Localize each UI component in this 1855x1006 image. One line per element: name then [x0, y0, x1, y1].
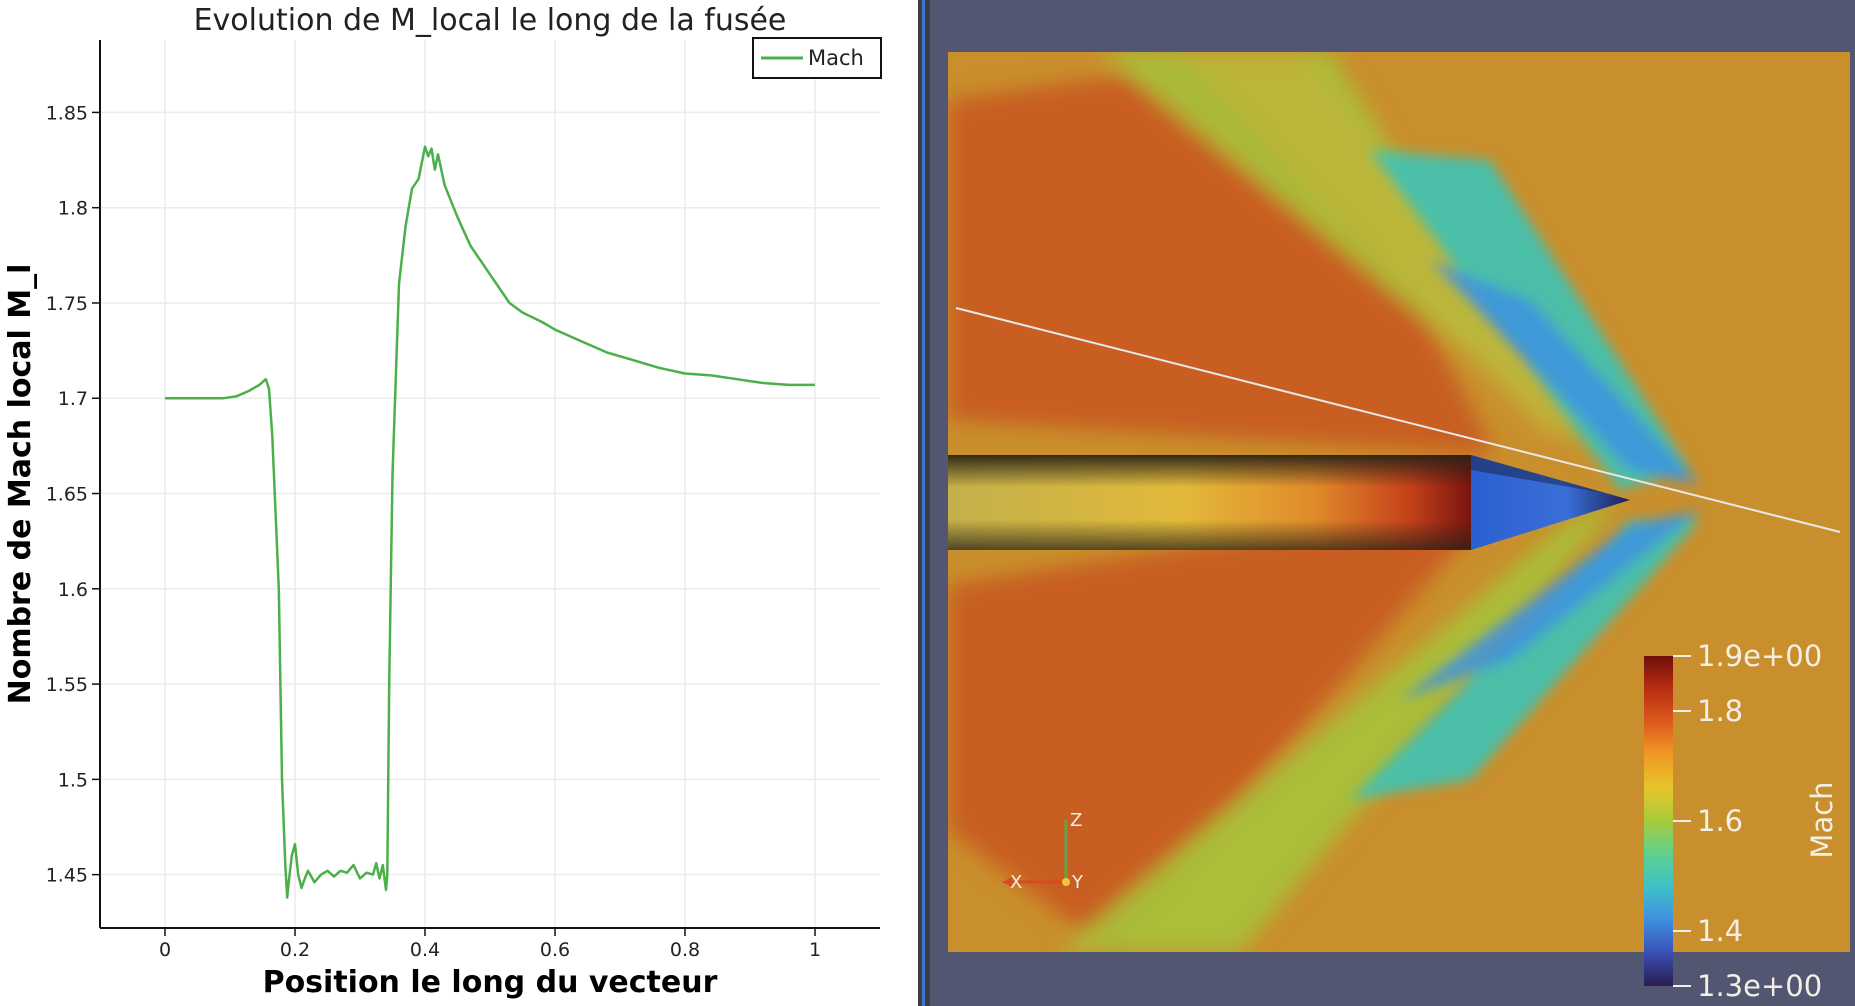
expansion-region-lower: [948, 498, 1500, 952]
mach-field-render[interactable]: Z X Y 1.9e+00 1.8 1.6 1.4 1.3e+00 Mach: [930, 0, 1855, 1006]
expansion-region-upper: [948, 52, 1495, 455]
sample-line-probe[interactable]: [955, 307, 1841, 533]
line-chart-panel: 0 0.2 0.4 0.6 0.8 1 1.45 1.5 1.55 1.6 1.65 1.7 1.75…: [0, 0, 918, 1006]
y-tick-label: 1.55: [46, 674, 88, 696]
legend-label: Mach: [808, 46, 864, 70]
x-tick-label: 0.6: [540, 939, 570, 961]
y-tick-label: 1.5: [58, 769, 88, 791]
colorbar-gradient-bar: [1644, 656, 1673, 986]
shock-wave-lower: [1350, 520, 1700, 800]
flow-field: [940, 52, 1850, 952]
x-tick-label: 0.2: [280, 939, 310, 961]
line-chart: 0 0.2 0.4 0.6 0.8 1 1.45 1.5 1.55 1.6 1.65 1.7 1.75…: [3, 3, 882, 1000]
y-tick-label: 1.8: [58, 198, 88, 220]
y-axis-title: Nombre de Mach local M_l: [3, 264, 38, 705]
series-line-mach: [165, 145, 815, 899]
color-legend: 1.9e+00 1.8 1.6 1.4 1.3e+00 Mach: [1644, 639, 1839, 1003]
y-tick-label: 1.75: [46, 293, 88, 315]
x-tick-label: 0.4: [410, 939, 440, 961]
z-axis-label: Z: [1070, 810, 1082, 831]
render-view[interactable]: Z X Y 1.9e+00 1.8 1.6 1.4 1.3e+00 Mach: [930, 0, 1855, 1006]
colorbar-tick-label: 1.8: [1697, 694, 1743, 728]
y-tick-label: 1.6: [58, 579, 88, 601]
y-tick-label: 1.7: [58, 388, 88, 410]
y-tick-label: 1.65: [46, 484, 88, 506]
colorbar-tick-label: 1.3e+00: [1697, 969, 1822, 1003]
chart-legend: Mach: [752, 37, 882, 79]
plot-area: [100, 40, 880, 928]
chart-title: Evolution de M_local le long de la fusée: [194, 3, 787, 38]
y-axis-label: Y: [1071, 872, 1084, 893]
rocket-base: [940, 455, 948, 550]
y-tick-label: 1.85: [46, 102, 88, 124]
colorbar-title: Mach: [1805, 781, 1839, 858]
shock-region-lower-green: [1060, 500, 1620, 952]
y-tick-label: 1.45: [46, 865, 88, 887]
active-view-indicator: [922, 0, 925, 1006]
y-axis-marker: [1062, 878, 1070, 886]
x-axis-label: X: [1010, 872, 1022, 893]
axes-orientation-triad: Z X Y: [1002, 810, 1084, 893]
x-tick-label: 0: [159, 939, 171, 961]
colorbar-tick-label: 1.6: [1697, 804, 1743, 838]
view-splitter[interactable]: [918, 0, 930, 1006]
x-tick-label: 1: [809, 939, 821, 961]
x-tick-label: 0.8: [670, 939, 700, 961]
x-axis-title: Position le long du vecteur: [263, 965, 718, 1000]
colorbar-tick-label: 1.4: [1697, 914, 1743, 948]
rocket-nose-cone: [1471, 455, 1630, 550]
colorbar-tick-label: 1.9e+00: [1697, 639, 1822, 673]
